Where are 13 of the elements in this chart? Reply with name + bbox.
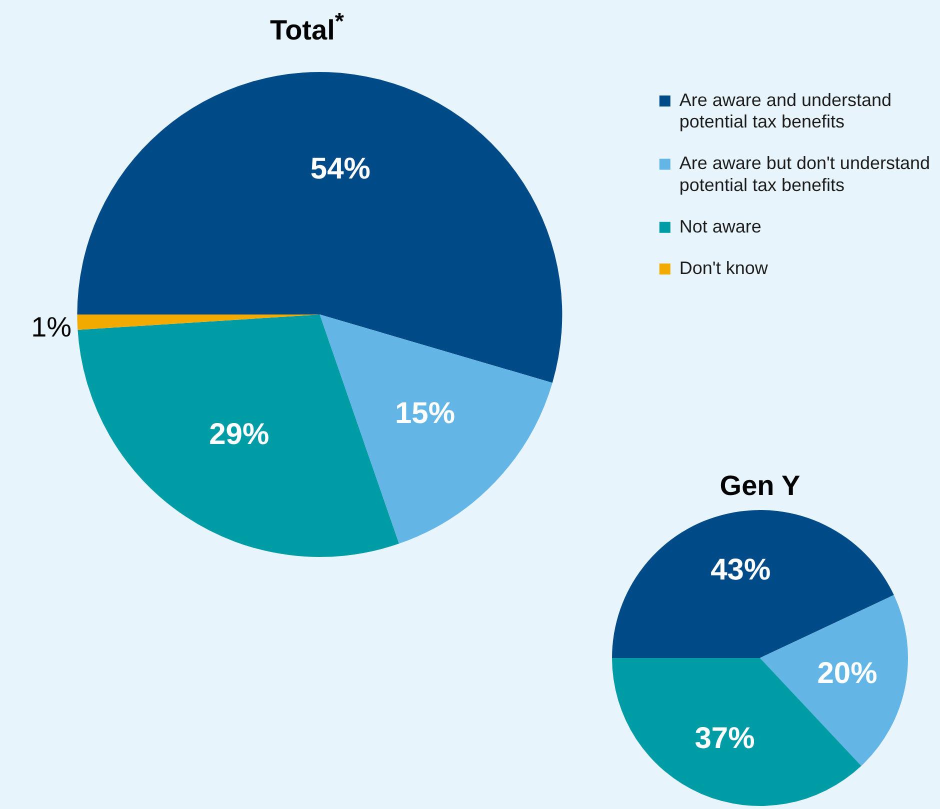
data-label: 37% xyxy=(694,722,755,755)
data-label: 15% xyxy=(394,397,456,430)
data-label: 54% xyxy=(310,152,370,186)
chart-title: Total$^{*}$ xyxy=(269,8,345,46)
legend-label: Don't know xyxy=(679,258,769,278)
legend-label: Not aware xyxy=(679,216,762,236)
data-label: 1% xyxy=(31,312,72,343)
legend-label: Are aware but don't understand potential tax benefits xyxy=(679,153,930,195)
chart-title: Gen Y xyxy=(718,470,802,502)
data-label: 43% xyxy=(710,554,771,587)
data-label: 20% xyxy=(817,656,878,690)
data-label: 29% xyxy=(209,418,270,451)
legend-label: Are aware and understand potential tax benefits xyxy=(679,90,892,132)
